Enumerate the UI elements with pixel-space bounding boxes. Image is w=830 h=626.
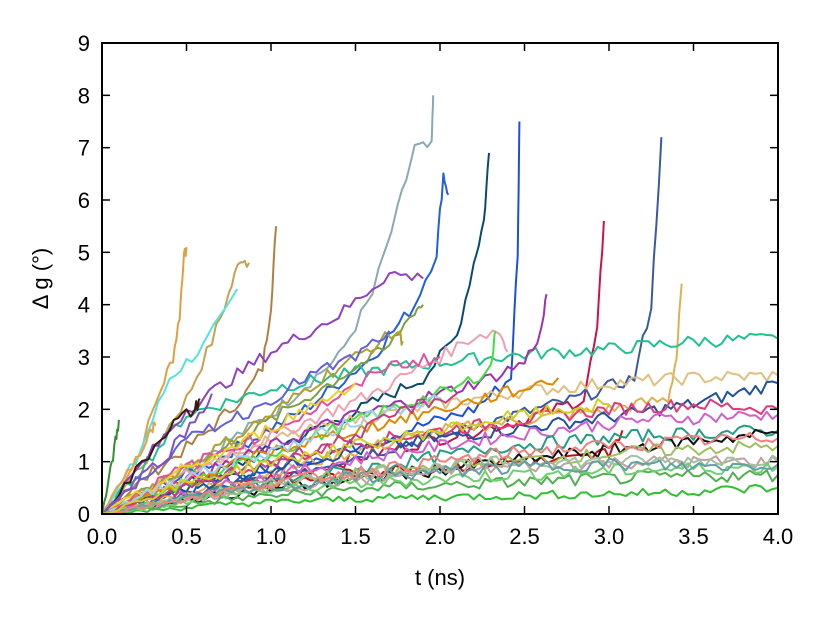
x-axis-label: t (ns) bbox=[415, 565, 465, 590]
series-line-35 bbox=[101, 330, 391, 515]
x-tick-label: 3.5 bbox=[678, 524, 709, 549]
series-line-34 bbox=[101, 353, 441, 515]
y-tick-label: 3 bbox=[78, 345, 90, 370]
y-tick-label: 6 bbox=[78, 188, 90, 213]
y-tick-label: 7 bbox=[78, 136, 90, 161]
y-tick-label: 4 bbox=[78, 293, 90, 318]
series-line-44 bbox=[101, 398, 610, 515]
series-line-1 bbox=[101, 247, 188, 515]
series-line-32 bbox=[101, 469, 779, 515]
series-line-10 bbox=[102, 137, 663, 515]
y-tick-label: 9 bbox=[78, 31, 90, 56]
series-line-14 bbox=[101, 380, 779, 515]
series-line-43 bbox=[101, 431, 779, 515]
x-tick-label: 4.0 bbox=[763, 524, 794, 549]
series-line-22 bbox=[101, 398, 201, 515]
y-axis-label: Δ g (°) bbox=[28, 248, 53, 309]
y-tick-label: 2 bbox=[78, 397, 90, 422]
x-tick-label: 2.5 bbox=[509, 524, 540, 549]
y-tick-label: 5 bbox=[78, 240, 90, 265]
series-line-42 bbox=[101, 457, 779, 515]
x-tick-label: 1.5 bbox=[340, 524, 371, 549]
series-line-12 bbox=[101, 332, 779, 515]
y-tick-label: 1 bbox=[78, 450, 90, 475]
series-line-25 bbox=[101, 410, 779, 515]
series-line-23 bbox=[101, 421, 157, 515]
y-tick-label: 0 bbox=[78, 502, 90, 527]
series-line-38 bbox=[101, 419, 120, 515]
x-tick-label: 0.0 bbox=[87, 524, 118, 549]
series-line-6 bbox=[101, 172, 450, 515]
ticks-layer: 0.0 0.5 1.0 1.5 2.0 2.5 3.0 3.5 4.0 0 1 2 3 4 5 6 7 8 9 bbox=[78, 31, 794, 549]
x-tick-label: 2.0 bbox=[425, 524, 456, 549]
y-tick-label: 8 bbox=[78, 83, 90, 108]
series-line-18 bbox=[101, 329, 509, 515]
series-line-41 bbox=[101, 392, 458, 515]
series-layer bbox=[101, 95, 779, 515]
x-tick-label: 1.0 bbox=[256, 524, 287, 549]
x-tick-label: 3.0 bbox=[594, 524, 625, 549]
series-line-37 bbox=[101, 393, 213, 515]
x-tick-label: 0.5 bbox=[171, 524, 202, 549]
